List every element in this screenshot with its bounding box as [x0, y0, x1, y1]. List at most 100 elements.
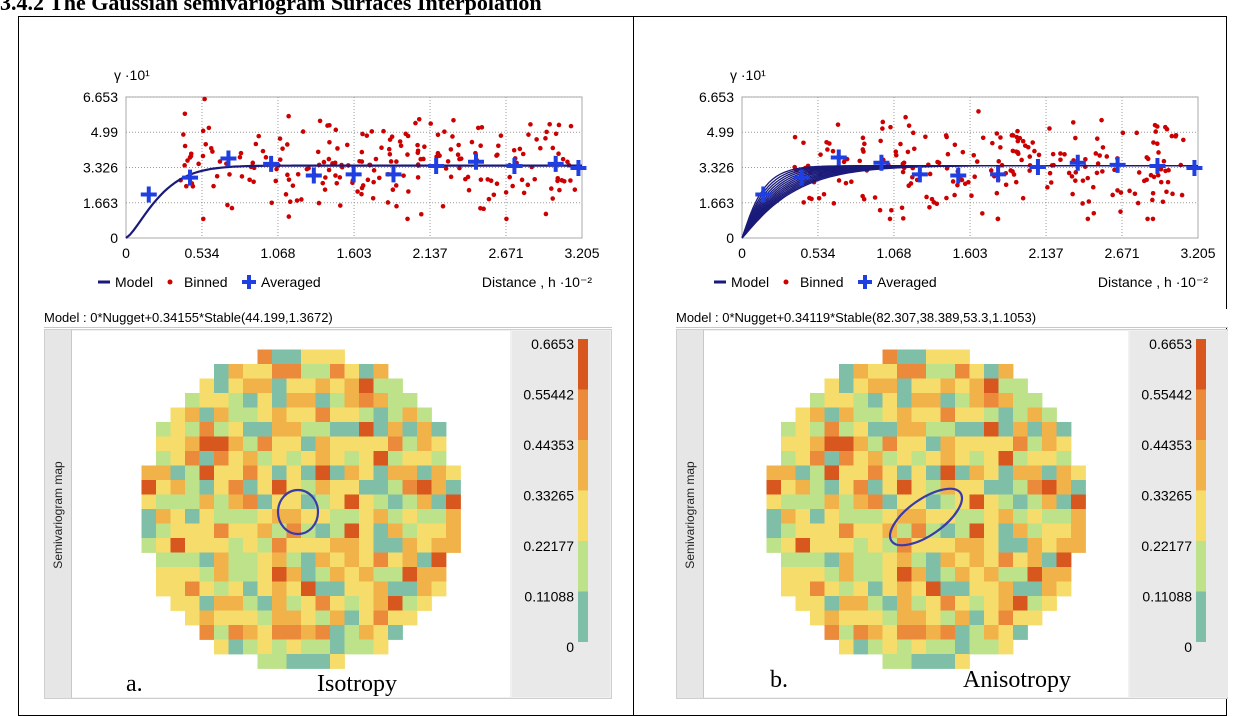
binned-point — [203, 141, 209, 147]
binned-point — [1150, 216, 1156, 222]
averaged-point — [468, 153, 485, 170]
binned-point — [1015, 128, 1020, 134]
map-cell — [243, 494, 258, 510]
map-cell — [301, 422, 316, 437]
map-cell — [882, 378, 898, 394]
map-cell — [897, 523, 912, 539]
map-cell — [257, 509, 273, 524]
map-cell — [998, 451, 1014, 466]
map-cell — [185, 407, 200, 423]
map-cell — [199, 378, 215, 394]
map-cell — [388, 407, 403, 423]
binned-point — [944, 166, 950, 171]
binned-point — [553, 131, 559, 137]
map-cell — [359, 451, 374, 466]
binned-point — [504, 216, 509, 222]
binned-point — [560, 156, 566, 162]
legend-binned-swatch — [167, 279, 173, 285]
map-cell — [911, 422, 927, 437]
legend-averaged-swatch — [242, 275, 256, 289]
binned-point — [1154, 124, 1160, 129]
averaged-point — [220, 150, 237, 167]
map-cell — [1071, 494, 1086, 510]
map-cell — [446, 465, 461, 481]
binned-point — [910, 130, 916, 136]
x-tick-label: 1.603 — [953, 245, 988, 261]
map-cell — [1056, 436, 1072, 452]
legend-averaged-label: Averaged — [877, 274, 937, 290]
scale-label: 0.22177 — [523, 538, 574, 554]
averaged-point — [911, 166, 928, 183]
map-cell — [853, 480, 869, 495]
binned-point — [251, 179, 256, 185]
map-cell — [1056, 422, 1072, 437]
map-cell — [882, 422, 898, 437]
binned-point — [519, 177, 525, 183]
map-cell — [926, 639, 941, 655]
map-cell — [301, 625, 316, 640]
binned-point — [1169, 133, 1175, 139]
map-cell — [402, 436, 418, 452]
section-heading: 3.4.2 The Gaussian semivariogram Surface… — [0, 0, 542, 15]
map-cell — [926, 436, 941, 452]
binned-point — [971, 153, 977, 158]
map-cell — [955, 422, 970, 437]
binned-point — [952, 192, 957, 198]
binned-point — [1083, 157, 1088, 162]
map-cell — [969, 480, 985, 495]
map-cell — [359, 567, 374, 582]
binned-point — [887, 216, 893, 222]
map-cell — [141, 538, 157, 553]
map-cell — [344, 364, 360, 379]
map-cell — [243, 509, 258, 524]
map-cell — [214, 364, 229, 379]
binned-point — [1010, 148, 1016, 154]
scale-swatch — [578, 389, 588, 440]
map-cell — [955, 625, 970, 640]
map-cell — [344, 465, 360, 481]
binned-point — [556, 122, 562, 128]
map-cell — [853, 625, 869, 640]
map-cell — [257, 436, 273, 452]
map-cell — [897, 610, 912, 626]
map-cell — [373, 523, 389, 539]
binned-point — [809, 196, 814, 202]
map-cell — [955, 480, 970, 495]
map-cell — [853, 509, 869, 524]
map-cell — [185, 567, 200, 582]
map-cell — [301, 465, 316, 481]
map-cell — [330, 393, 345, 408]
binned-point — [1151, 174, 1157, 180]
map-cell — [1042, 523, 1057, 539]
map-cell — [984, 596, 999, 611]
binned-point — [300, 129, 306, 134]
binned-point — [955, 182, 960, 188]
map-cell — [170, 465, 186, 481]
map-cell — [388, 451, 403, 466]
scale-swatch — [1196, 440, 1206, 491]
map-cell — [897, 407, 912, 423]
map-cell — [330, 610, 345, 626]
map-cell — [897, 364, 912, 379]
map-cell — [185, 451, 200, 466]
map-cell — [373, 422, 389, 437]
map-cell — [1071, 509, 1086, 524]
map-cell — [228, 538, 244, 553]
map-cell — [1071, 465, 1086, 481]
binned-point — [801, 200, 806, 205]
map-cell — [214, 567, 229, 582]
map-cell — [998, 538, 1014, 553]
map-cell — [388, 436, 403, 452]
map-cell — [315, 480, 331, 495]
map-cell — [795, 494, 811, 510]
map-cell — [156, 436, 171, 452]
map-cell — [911, 451, 927, 466]
map-cell — [286, 451, 302, 466]
map-cell — [199, 596, 215, 611]
binned-point — [1095, 161, 1101, 166]
map-cell — [897, 581, 912, 597]
map-cell — [373, 509, 389, 524]
map-cell — [417, 422, 432, 437]
binned-point — [1032, 148, 1037, 154]
averaged-point — [830, 149, 847, 166]
